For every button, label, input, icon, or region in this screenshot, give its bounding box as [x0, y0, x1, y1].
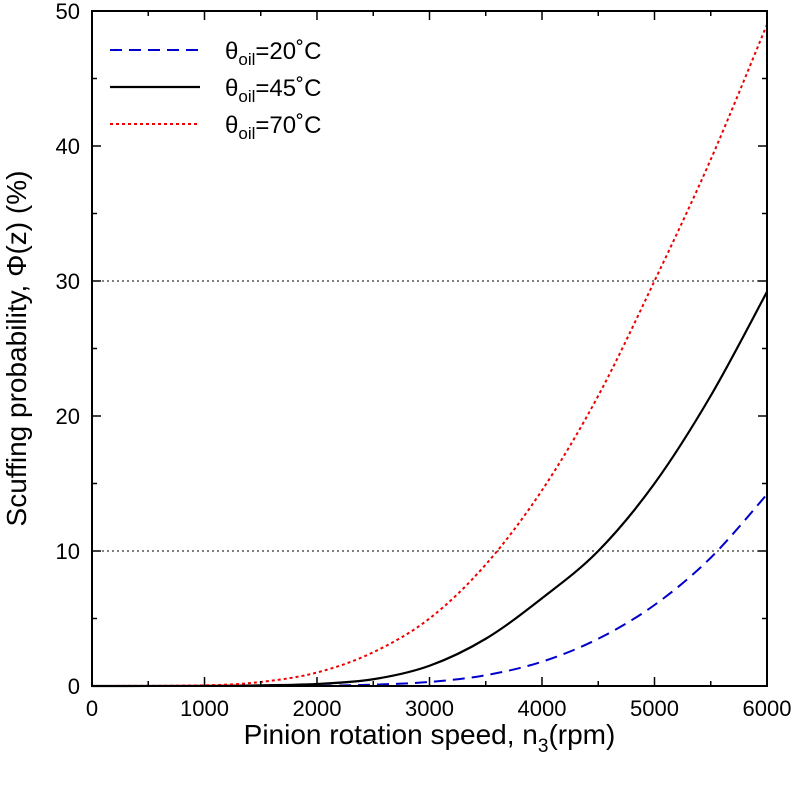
- y-tick-label: 0: [68, 674, 80, 699]
- x-axis-title-main: Pinion rotation speed, n: [244, 719, 538, 750]
- y-tick-label: 30: [56, 269, 80, 294]
- x-axis-title: Pinion rotation speed, n3(rpm): [244, 719, 616, 757]
- reference-lines: [92, 280, 767, 552]
- x-tick-label: 2000: [293, 696, 342, 721]
- y-tick-label: 40: [56, 134, 80, 159]
- y-tick-label: 50: [56, 0, 80, 24]
- series-lines: [91, 24, 768, 688]
- x-tick-label: 0: [86, 696, 98, 721]
- legend-label-2: θoil=45˚C: [225, 75, 321, 106]
- x-axis-title-unit: (rpm): [548, 719, 615, 750]
- legend: θoil=20˚C θoil=45˚C θoil=70˚C: [110, 38, 321, 143]
- x-tick-label: 5000: [630, 696, 679, 721]
- plot-frame: [91, 10, 768, 687]
- axis-ticks: 0 1000 2000 3000 4000 5000 6000 0 10 20 30 40 50: [56, 0, 792, 721]
- y-tick-label: 10: [56, 539, 80, 564]
- series-line-2: [91, 291, 768, 688]
- x-axis-title-subscript: 3: [538, 736, 549, 757]
- series-line-3: [91, 24, 768, 687]
- x-tick-label: 6000: [743, 696, 792, 721]
- series-line-1: [91, 493, 768, 688]
- y-tick-label: 20: [56, 404, 80, 429]
- x-tick-label: 4000: [518, 696, 567, 721]
- legend-label-1: θoil=20˚C: [225, 38, 321, 69]
- legend-label-3: θoil=70˚C: [225, 112, 321, 143]
- x-tick-label: 3000: [405, 696, 454, 721]
- y-axis-title: Scuffing probability, Φ(z) (%): [1, 171, 32, 527]
- x-tick-label: 1000: [180, 696, 229, 721]
